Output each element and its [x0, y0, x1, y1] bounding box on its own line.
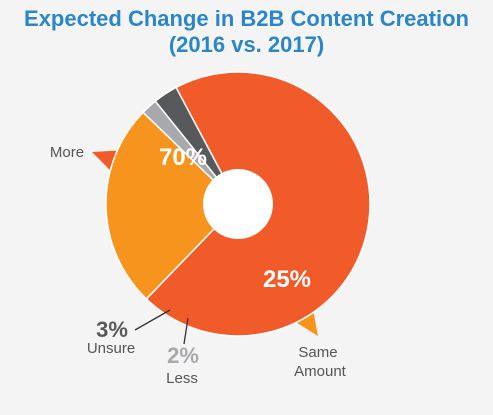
category-label-same-line1: Same [298, 344, 337, 361]
category-label-unsure: Unsure [87, 340, 135, 357]
category-label-less: Less [166, 370, 198, 387]
data-label-more: 70% [159, 144, 207, 171]
category-label-more: More [50, 144, 84, 161]
chart-title: Expected Change in B2B Content Creation [24, 6, 469, 31]
chart-subtitle: (2016 vs. 2017) [168, 32, 325, 57]
data-label-less: 2% [167, 343, 199, 368]
less-leader-line [183, 317, 189, 345]
slice-same-amount [105, 111, 240, 301]
data-label-unsure: 3% [96, 317, 128, 342]
data-label-same-amount: 25% [263, 266, 311, 293]
category-label-same-line2: Amount [294, 363, 347, 380]
slice-unsure [154, 86, 239, 205]
donut-hole [203, 169, 273, 239]
unsure-leader-line [134, 309, 171, 331]
